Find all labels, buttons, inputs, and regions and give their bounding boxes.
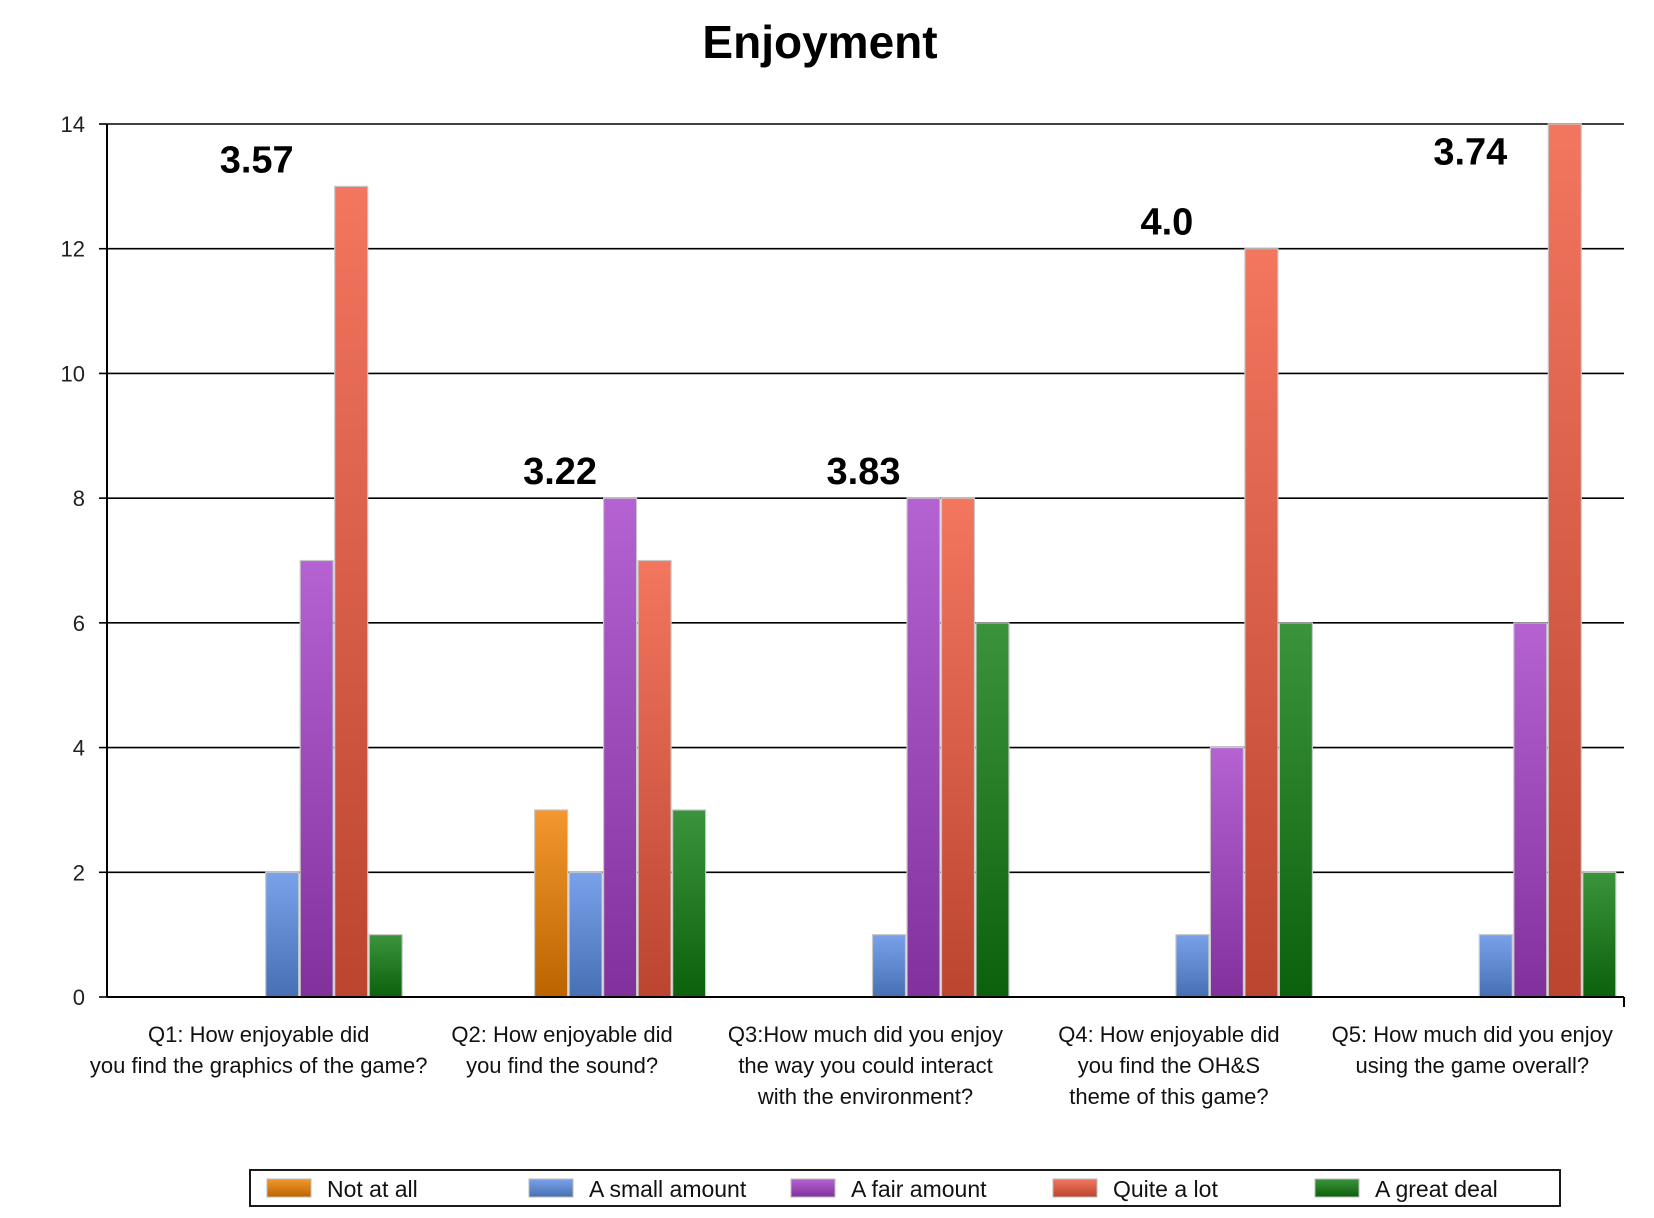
x-category-label: Q1: How enjoyable did you find the graphi… <box>90 1022 428 1078</box>
bar-a-great-deal-q3 <box>975 622 1010 998</box>
bar-quite-a-lot-q5 <box>1547 123 1582 998</box>
bar-quite-a-lot-q2 <box>637 559 672 998</box>
axes: 0 2 4 6 8 10 12 14 <box>61 112 1625 1010</box>
average-label: 3.74 <box>1433 132 1507 174</box>
bar-a-small-amount-q4 <box>1175 934 1210 998</box>
bar-a-small-amount-q2 <box>568 871 603 998</box>
y-tick-label: 4 <box>73 736 85 761</box>
x-category-label: Q5: How much did you enjoy using the game… <box>1332 1022 1613 1078</box>
legend-label: A great deal <box>1375 1176 1498 1202</box>
legend: Not at all A small amount A fair amount Qui… <box>249 1169 1561 1207</box>
y-tick-label: 6 <box>73 611 85 636</box>
bar-a-great-deal-q2 <box>671 809 707 998</box>
bar-a-fair-amount-q2 <box>602 497 638 998</box>
y-tick-label: 10 <box>61 361 85 386</box>
bar-a-great-deal-q4 <box>1278 622 1314 998</box>
bar-a-fair-amount-q1 <box>299 559 334 998</box>
legend-label: Quite a lot <box>1113 1176 1218 1202</box>
bar-a-small-amount-q5 <box>1478 934 1513 998</box>
bar-a-fair-amount-q3 <box>906 497 941 998</box>
legend-swatch <box>528 1178 574 1198</box>
bar-a-great-deal-q1 <box>368 934 403 998</box>
bar-a-great-deal-q5 <box>1582 871 1617 998</box>
legend-label: Not at all <box>327 1176 418 1202</box>
y-tick-label: 2 <box>73 860 85 885</box>
x-category-label: Q2: How enjoyable did you find the sound? <box>451 1022 672 1078</box>
bars <box>265 123 1617 998</box>
y-tick-label: 12 <box>61 237 85 262</box>
bar-a-small-amount-q1 <box>265 871 300 998</box>
bar-a-small-amount-q3 <box>871 934 907 998</box>
bar-quite-a-lot-q4 <box>1244 248 1279 998</box>
legend-swatch <box>1052 1178 1098 1198</box>
bar-a-fair-amount-q5 <box>1513 622 1548 998</box>
labels: 3.57 Q1: How enjoyable did you find the gr… <box>90 132 1613 1109</box>
legend-swatch <box>1314 1178 1360 1198</box>
average-label: 3.83 <box>827 451 901 493</box>
x-category-label: Q3:How much did you enjoy the way you cou… <box>728 1022 1003 1109</box>
legend-label: A small amount <box>589 1176 747 1202</box>
y-tick-label: 14 <box>61 112 85 137</box>
y-tick-label: 8 <box>73 486 85 511</box>
bar-a-fair-amount-q4 <box>1209 746 1245 998</box>
legend-swatch <box>790 1178 836 1198</box>
legend-swatch <box>266 1178 312 1198</box>
average-label: 4.0 <box>1140 202 1193 244</box>
bar-not-at-all-q2 <box>533 809 569 998</box>
legend-label: A fair amount <box>851 1176 987 1202</box>
y-tick-label: 0 <box>73 985 85 1010</box>
average-label: 3.57 <box>220 139 294 181</box>
bar-quite-a-lot-q1 <box>334 185 369 998</box>
bar-quite-a-lot-q3 <box>940 497 976 998</box>
x-category-label: Q4: How enjoyable did you find the OH&S th… <box>1058 1022 1279 1109</box>
chart-title: Enjoyment <box>702 16 937 68</box>
average-label: 3.22 <box>523 451 597 493</box>
